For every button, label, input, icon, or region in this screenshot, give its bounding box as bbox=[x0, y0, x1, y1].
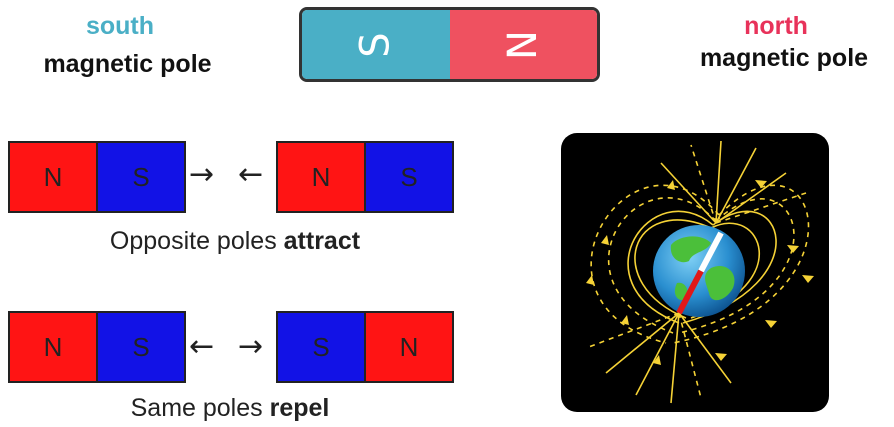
repel-magnet-1-n: N bbox=[10, 313, 96, 381]
attract-magnet-2: N S bbox=[276, 141, 454, 213]
attract-magnet-1-n: N bbox=[10, 143, 96, 211]
repel-caption-bold: repel bbox=[269, 394, 330, 422]
repel-arrow-left: ← bbox=[189, 329, 215, 364]
attract-arrow-right: → bbox=[189, 157, 215, 192]
attract-caption: Opposite poles attract bbox=[40, 227, 430, 256]
bar-magnet-south-half: S bbox=[302, 10, 450, 79]
repel-caption: Same poles repel bbox=[60, 394, 400, 423]
attract-magnet-2-n: N bbox=[278, 143, 364, 211]
attract-caption-prefix: Opposite poles bbox=[109, 227, 284, 255]
bar-magnet-south-letter: S bbox=[352, 31, 399, 58]
bar-magnet-north-half: N bbox=[449, 10, 597, 79]
field-arrowheads bbox=[586, 180, 814, 365]
bar-magnet-north-letter: N bbox=[500, 29, 547, 60]
south-pole-label: magnetic pole bbox=[43, 50, 212, 78]
north-pole-label: magnetic pole bbox=[699, 44, 869, 72]
repel-caption-prefix: Same poles bbox=[130, 394, 270, 422]
south-pole-word: south bbox=[85, 12, 155, 40]
attract-magnet-1-s: S bbox=[96, 143, 184, 211]
attract-caption-bold: attract bbox=[283, 227, 361, 255]
earth-magnetic-field-illustration bbox=[561, 133, 829, 412]
repel-magnet-2-n: N bbox=[364, 313, 452, 381]
earth-continents bbox=[670, 236, 735, 301]
field-lines bbox=[585, 140, 810, 404]
north-pole-word: north bbox=[744, 12, 808, 40]
earth-axis-south bbox=[676, 269, 704, 315]
earth-axis-north bbox=[698, 231, 724, 273]
bar-magnet: S N bbox=[299, 7, 600, 82]
repel-magnet-2-s: S bbox=[278, 313, 364, 381]
attract-magnet-1: N S bbox=[8, 141, 186, 213]
attract-arrow-left: ← bbox=[238, 157, 264, 192]
repel-magnet-1: N S bbox=[8, 311, 186, 383]
repel-magnet-1-s: S bbox=[96, 313, 184, 381]
attract-magnet-2-s: S bbox=[364, 143, 452, 211]
earth-field-svg bbox=[585, 140, 814, 404]
repel-magnet-2: S N bbox=[276, 311, 454, 383]
repel-arrow-right: → bbox=[238, 329, 264, 364]
